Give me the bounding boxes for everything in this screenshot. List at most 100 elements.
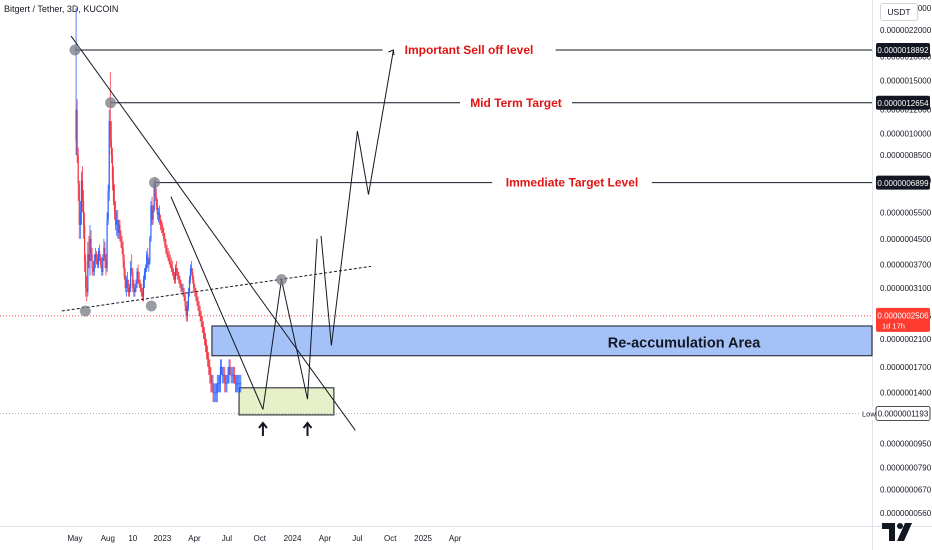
candle-body — [214, 392, 216, 394]
candle-body — [240, 383, 242, 385]
candle-body — [196, 296, 198, 302]
candle-body — [216, 383, 218, 393]
candle-body — [138, 279, 140, 284]
support-zone — [238, 387, 335, 416]
candle-body — [102, 257, 104, 272]
x-tick-label: 2025 — [414, 534, 432, 543]
candle-body — [197, 301, 199, 307]
candle-body — [215, 392, 217, 394]
candle-body — [239, 383, 241, 385]
candle-body — [136, 271, 138, 284]
candle-body — [148, 261, 150, 265]
candle-body — [168, 257, 170, 262]
candle-body — [184, 296, 186, 307]
candle-body — [226, 383, 228, 385]
candle-body — [80, 180, 83, 213]
y-tick-label: 0.0000015000 — [880, 76, 932, 85]
candle-body — [193, 279, 195, 288]
candle-body — [91, 254, 93, 269]
candle-body — [92, 268, 94, 272]
candle-body — [227, 374, 229, 384]
candle-body — [84, 224, 86, 262]
candle-body — [164, 238, 166, 245]
y-tick-label: 0.0000003700 — [880, 261, 932, 270]
y-tick-label: 0.0000000790 — [880, 464, 932, 473]
candle-body — [181, 287, 183, 289]
key-level-label: Immediate Target Level — [506, 176, 639, 190]
candles-group — [75, 8, 242, 403]
low-price-label: 0.0000001193 — [878, 409, 929, 418]
candle-body — [113, 200, 116, 213]
candle-body — [131, 268, 133, 272]
candle-body — [117, 219, 119, 234]
candle-body — [108, 121, 110, 191]
candle-body — [96, 257, 99, 265]
candle-body — [109, 121, 111, 141]
x-tick-label: Apr — [449, 534, 462, 543]
candle-body — [90, 238, 92, 255]
symbol-title[interactable]: Bitgert / Tether, 3D, KUCOIN — [4, 4, 119, 14]
y-tick-label: 0.0000001400 — [880, 388, 932, 397]
candle-body — [122, 247, 124, 262]
level-price-label: 0.0000018892 — [877, 46, 929, 55]
key-level-label-bg — [382, 42, 556, 59]
plot-background — [0, 0, 872, 526]
candle-body — [93, 261, 95, 272]
candle-body — [188, 279, 191, 293]
candle-body — [166, 251, 168, 255]
candle-body — [237, 383, 239, 385]
y-tick-label: 0.0000003100 — [880, 284, 932, 293]
projection-path — [320, 49, 394, 346]
candle-body — [187, 292, 189, 307]
candle-body — [120, 238, 122, 242]
candle-body — [86, 287, 88, 293]
currency-button[interactable]: USDT — [880, 3, 918, 21]
candle-body — [200, 316, 202, 322]
candle-body — [194, 287, 196, 293]
candle-body — [225, 383, 227, 385]
x-tick-label: Oct — [384, 534, 397, 543]
candle-body — [121, 241, 123, 248]
y-tick-label: 0.0000001700 — [880, 363, 932, 372]
candle-body — [140, 287, 142, 293]
candle-body — [234, 383, 237, 385]
candle-body — [162, 227, 164, 234]
candle-body — [210, 374, 212, 384]
candle-body — [149, 238, 151, 262]
y-tick-label: 0.0000008500 — [880, 151, 932, 160]
candle-body — [217, 383, 219, 385]
x-tick-label: Apr — [319, 534, 332, 543]
candle-body — [78, 184, 80, 225]
candle-body — [199, 310, 201, 317]
candle-body — [218, 383, 221, 385]
candle-body — [177, 271, 179, 276]
y-tick-label: 0.0000000560 — [880, 509, 932, 518]
low-tag: Low — [862, 409, 876, 418]
candle-body — [207, 352, 209, 360]
tradingview-logo-icon[interactable] — [880, 515, 914, 545]
candle-body — [229, 366, 231, 375]
candle-body — [169, 261, 171, 265]
candle-body — [191, 268, 193, 272]
y-tick-label: 0.0000022000 — [880, 26, 932, 35]
level-price-tag — [876, 95, 930, 110]
bottom-arrow-icon — [302, 421, 313, 436]
candle-body — [155, 196, 157, 206]
x-tick-label: Jul — [222, 534, 232, 543]
candle-body — [115, 212, 117, 225]
bar-countdown-label: 1d 17h — [882, 321, 905, 330]
low-price-tag — [875, 406, 931, 421]
candle-body — [208, 359, 210, 367]
candle-body — [182, 287, 184, 293]
candle-body — [132, 271, 134, 288]
x-tick-label: 2023 — [153, 534, 171, 543]
candle-body — [186, 306, 188, 317]
candle-body — [99, 251, 101, 258]
candle-body — [146, 254, 148, 269]
candle-body — [213, 392, 215, 394]
candle-body — [178, 275, 180, 280]
candle-body — [85, 261, 87, 288]
key-level-label: Mid Term Target — [470, 96, 562, 110]
